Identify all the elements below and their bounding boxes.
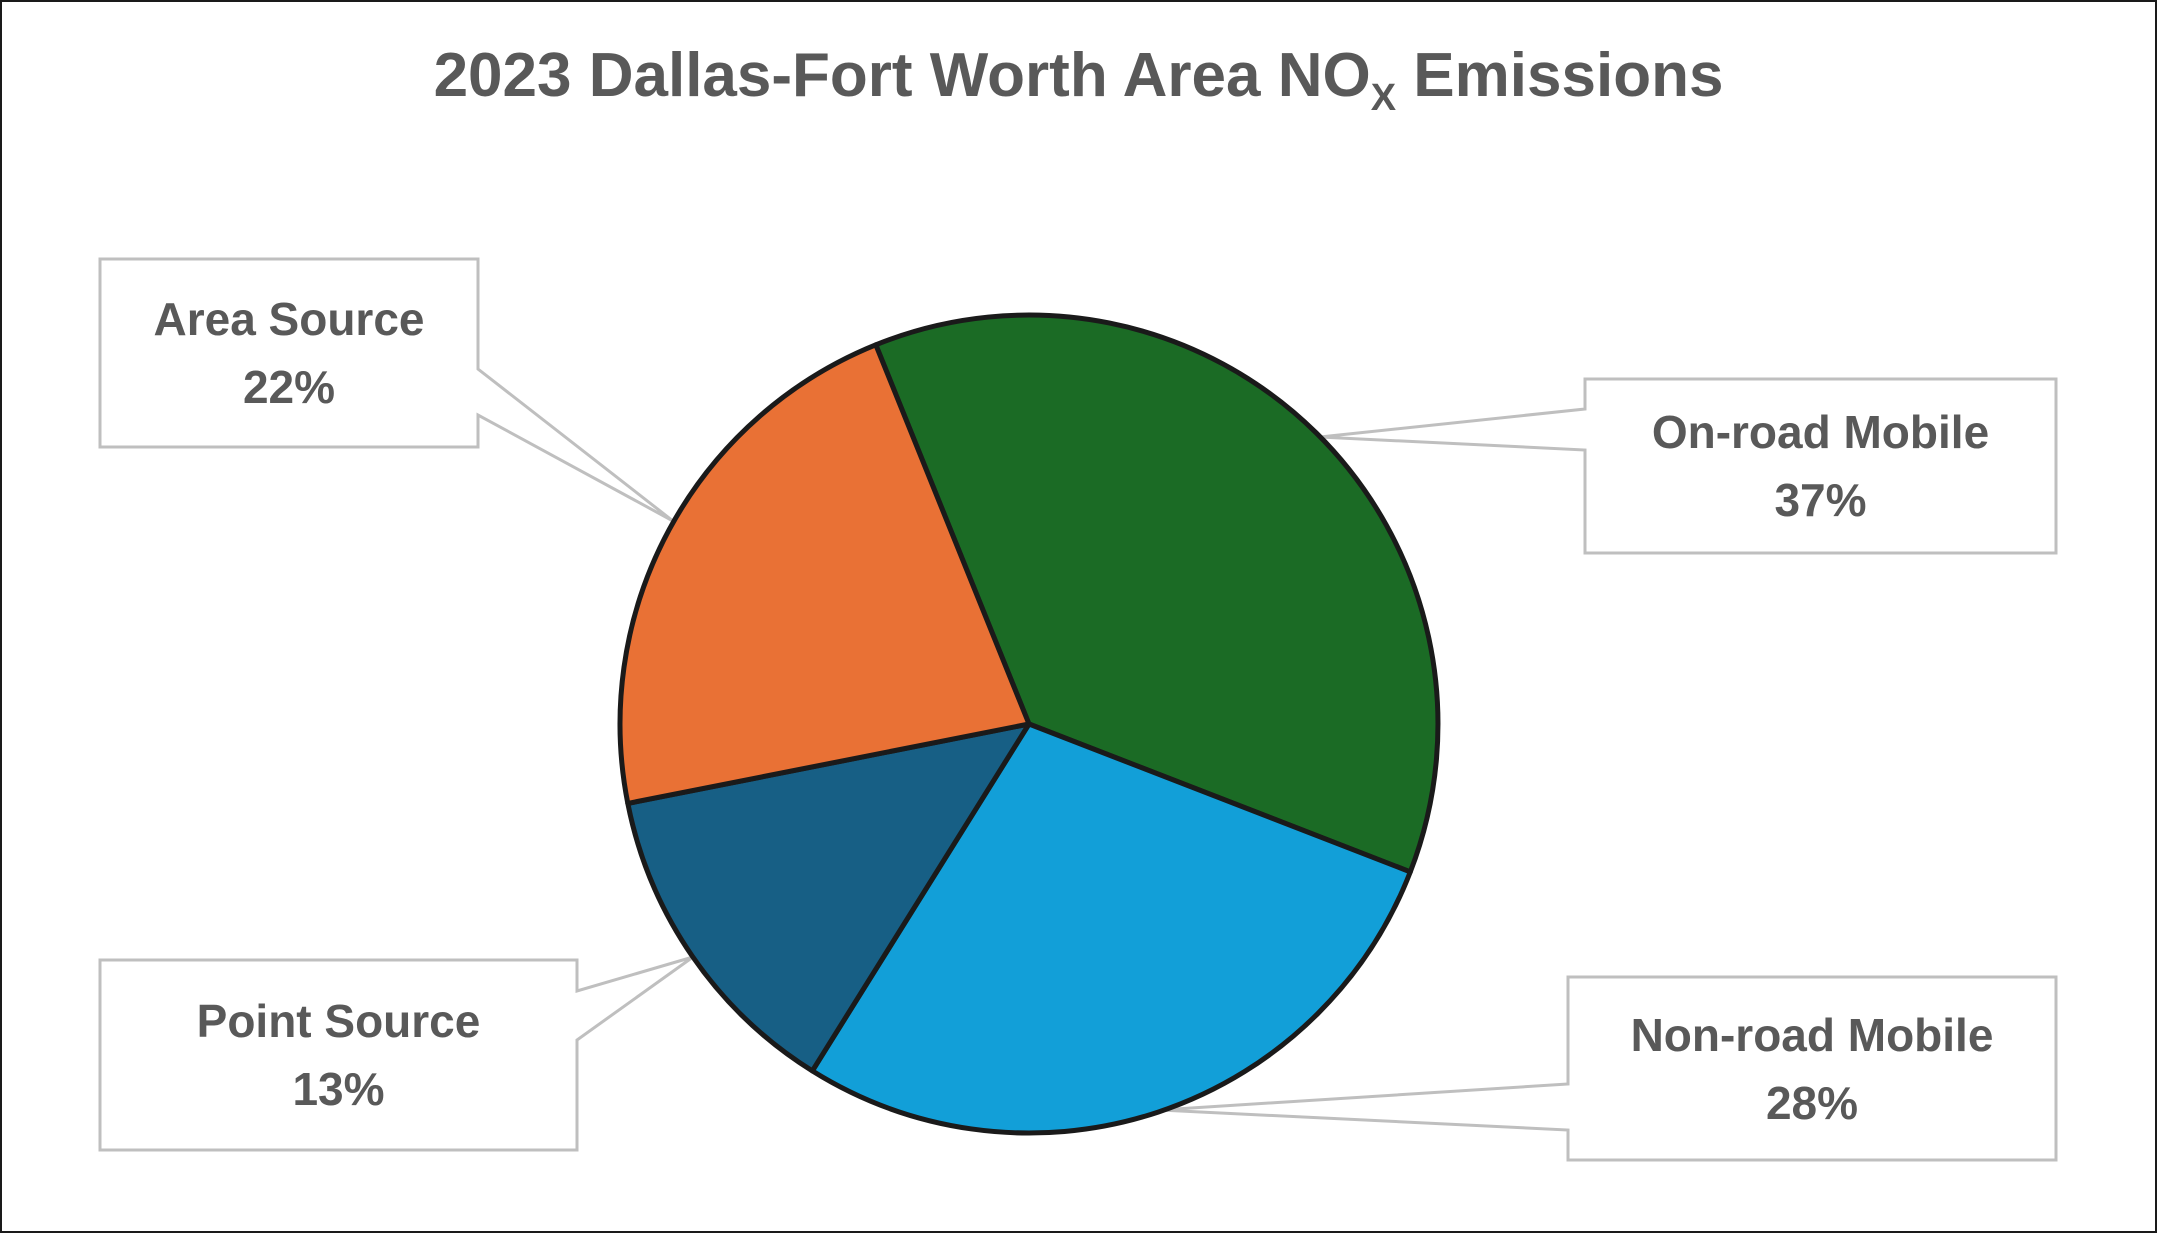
pie-slice-area-source [617,342,1032,806]
callout-non-road-mobile: Non-road Mobile 28% [1568,977,2056,1160]
callout-on-road-mobile: On-road Mobile 37% [1585,379,2056,553]
slice-percent: 37% [1774,474,1867,526]
callout-area-source: Area Source 22% [100,259,478,447]
slice-percent: 22% [242,361,336,413]
pie-slice-on-road-mobile [873,312,1441,875]
chart-title: 2023 Dallas-Fort Worth Area NOX Emission… [0,40,2157,120]
callout-point-source: Point Source 13% [100,960,577,1150]
callout-point-source-shape [98,955,694,1152]
callout-leaders [98,257,2058,1162]
slice-label: Non-road Mobile [1630,1008,1994,1061]
slice-percent: 28% [1765,1076,1859,1129]
pie-slice-point-source [625,721,1032,1074]
pie-slice-non-road-mobile [809,721,1413,1136]
callout-on-road-mobile-shape [1319,377,2058,555]
title-suffix: Emissions [1396,41,1724,110]
slice-label: Point Source [196,995,481,1047]
callout-area-source-shape [98,257,674,523]
title-subscript: X [1370,77,1397,119]
callout-non-road-mobile-shape [1159,975,2058,1162]
pie-slices [617,312,1441,1136]
title-text: 2023 Dallas-Fort Worth Area NO [433,41,1371,110]
slice-label: Area Source [153,293,425,345]
slice-percent: 13% [292,1063,385,1115]
slice-label: On-road Mobile [1651,406,1990,458]
